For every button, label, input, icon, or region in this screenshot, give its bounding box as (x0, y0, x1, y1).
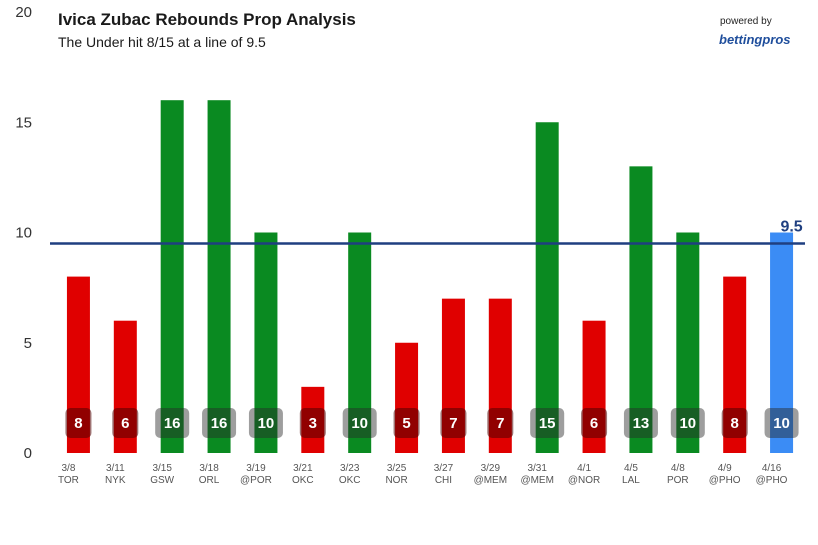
x-tick-opponent: CHI (435, 475, 452, 486)
x-tick-date: 3/21 (293, 463, 313, 474)
x-tick-opponent: LAL (622, 475, 640, 486)
x-tick-date: 4/9 (718, 463, 732, 474)
x-tick-date: 3/23 (340, 463, 360, 474)
y-tick-label: 0 (24, 445, 32, 462)
value-label-badge (202, 408, 237, 438)
x-tick-date: 3/31 (527, 463, 547, 474)
powered-by-text: powered by (720, 16, 772, 27)
value-label: 16 (164, 415, 181, 432)
value-label: 7 (496, 415, 504, 432)
value-label: 8 (731, 415, 739, 432)
x-tick-date: 3/25 (387, 463, 407, 474)
x-tick-date: 3/11 (106, 463, 125, 474)
y-tick-label: 15 (15, 114, 32, 131)
bar-over[interactable] (676, 232, 700, 454)
x-tick-opponent: GSW (150, 475, 174, 486)
value-label: 10 (351, 415, 368, 432)
x-tick-date: 3/29 (481, 463, 501, 474)
value-label: 10 (679, 415, 696, 432)
value-label-badge (670, 408, 705, 438)
value-label-badge (623, 408, 658, 438)
x-tick-opponent: ORL (199, 475, 220, 486)
value-label: 3 (309, 415, 317, 432)
y-tick-label: 10 (15, 225, 32, 242)
value-label-badge (440, 408, 467, 438)
x-tick-opponent: NYK (105, 475, 126, 486)
value-label: 5 (402, 415, 410, 432)
value-label-badge (764, 408, 799, 438)
y-tick-label: 5 (24, 335, 32, 352)
bettingpros-logo[interactable]: bettingpros (719, 32, 791, 47)
value-label-badge (721, 408, 748, 438)
value-label-badge (581, 408, 608, 438)
y-tick-label: 20 (15, 4, 32, 21)
value-label-badge (155, 408, 190, 438)
value-label-badge (342, 408, 377, 438)
x-tick-opponent: POR (667, 475, 689, 486)
x-tick-opponent: OKC (292, 475, 314, 486)
x-tick-date: 3/19 (246, 463, 266, 474)
bar-over[interactable] (207, 100, 231, 453)
x-tick-date: 4/8 (671, 463, 685, 474)
x-tick-date: 3/15 (152, 463, 172, 474)
value-label-badge (65, 408, 92, 438)
x-tick-date: 4/5 (624, 463, 638, 474)
bar-upcoming[interactable] (770, 232, 794, 454)
value-label-badge (487, 408, 514, 438)
value-label: 7 (449, 415, 457, 432)
value-label: 6 (590, 415, 598, 432)
x-tick-opponent: @MEM (474, 475, 507, 486)
x-tick-date: 4/16 (762, 463, 782, 474)
value-label-badge (112, 408, 139, 438)
value-label: 13 (633, 415, 650, 432)
value-label-badge (530, 408, 565, 438)
value-label-badge (393, 408, 420, 438)
bar-over[interactable] (160, 100, 184, 453)
prop-line-label: 9.5 (780, 219, 802, 236)
x-tick-opponent: @MEM (520, 475, 553, 486)
x-tick-opponent: OKC (339, 475, 361, 486)
x-tick-date: 4/1 (577, 463, 591, 474)
value-label: 8 (74, 415, 82, 432)
value-label: 10 (258, 415, 275, 432)
chart-subtitle: The Under hit 8/15 at a line of 9.5 (58, 34, 266, 50)
x-tick-date: 3/18 (199, 463, 219, 474)
value-label: 16 (211, 415, 228, 432)
x-tick-opponent: @NOR (568, 475, 600, 486)
value-label: 15 (539, 415, 556, 432)
x-tick-date: 3/8 (61, 463, 75, 474)
x-tick-opponent: @PHO (709, 475, 741, 486)
chart-title: Ivica Zubac Rebounds Prop Analysis (58, 10, 356, 29)
bar-over[interactable] (348, 232, 372, 454)
value-label-badge (248, 408, 283, 438)
x-tick-opponent: @POR (240, 475, 272, 486)
value-label-badge (299, 408, 326, 438)
bar-over[interactable] (535, 122, 559, 453)
bar-over[interactable] (629, 166, 653, 453)
bar-over[interactable] (254, 232, 278, 454)
x-tick-opponent: TOR (58, 475, 79, 486)
x-tick-date: 3/27 (434, 463, 454, 474)
x-tick-opponent: @PHO (756, 475, 788, 486)
value-label: 10 (773, 415, 790, 432)
x-tick-opponent: NOR (385, 475, 407, 486)
value-label: 6 (121, 415, 129, 432)
